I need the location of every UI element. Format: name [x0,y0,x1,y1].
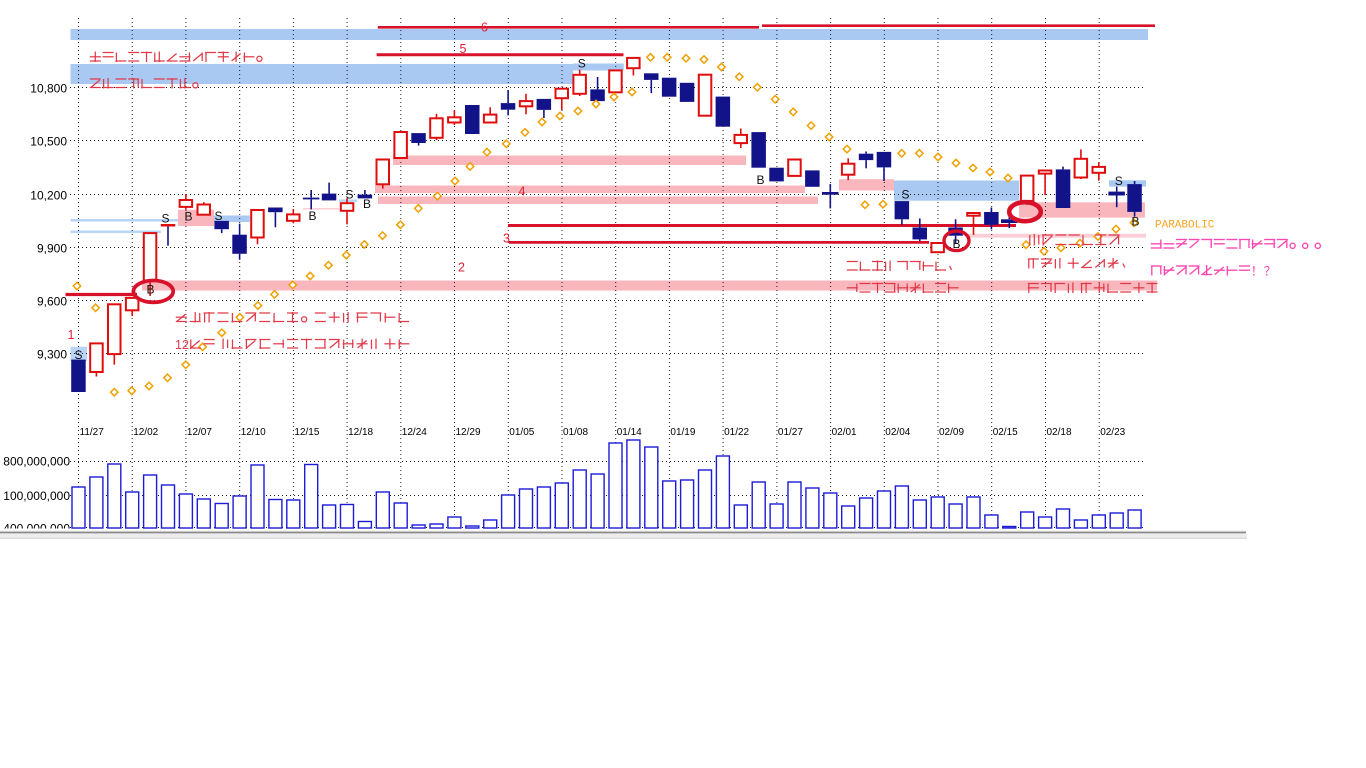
svg-text:11/27: 11/27 [80,427,105,438]
svg-text:800,000,000: 800,000,000 [3,455,70,469]
svg-text:B: B [309,209,317,223]
svg-text:B: B [185,210,193,224]
svg-text:6: 6 [481,21,488,35]
svg-text:B: B [147,283,155,297]
svg-text:01/19: 01/19 [670,427,695,438]
svg-text:01/22: 01/22 [724,427,749,438]
svg-text:2: 2 [182,338,189,352]
svg-text:B: B [757,173,765,187]
svg-text:2: 2 [458,261,465,275]
svg-text:02/04: 02/04 [885,427,910,438]
svg-text:？: ？ [1264,265,1277,279]
svg-text:12/18: 12/18 [348,427,373,438]
svg-text:9,900: 9,900 [37,242,67,256]
svg-text:100,000,000: 100,000,000 [3,489,70,503]
svg-text:12/24: 12/24 [402,427,427,438]
svg-text:S: S [578,57,586,71]
svg-text:S: S [902,188,910,202]
svg-text:B: B [953,237,961,251]
svg-text:02/23: 02/23 [1100,427,1125,438]
svg-text:S: S [75,348,83,362]
svg-text:9,600: 9,600 [37,295,67,309]
svg-text:S: S [162,212,170,226]
svg-text:S: S [346,188,354,202]
svg-text:12/29: 12/29 [456,427,481,438]
svg-text:B: B [363,197,371,211]
svg-text:12/02: 12/02 [133,427,158,438]
svg-text:4: 4 [519,185,526,199]
svg-text:02/01: 02/01 [832,427,857,438]
svg-text:01/08: 01/08 [563,427,588,438]
svg-text:10,500: 10,500 [30,135,67,149]
svg-text:02/15: 02/15 [993,427,1018,438]
svg-text:3: 3 [503,232,510,246]
svg-text:02/09: 02/09 [939,427,964,438]
svg-text:S: S [215,209,223,223]
svg-text:01/27: 01/27 [778,427,803,438]
svg-text:10,800: 10,800 [30,82,67,96]
svg-text:400,000,000: 400,000,000 [3,522,70,536]
svg-text:！: ！ [1251,265,1264,279]
svg-text:PARABOLIC: PARABOLIC [1155,220,1215,232]
svg-text:10,200: 10,200 [30,189,67,203]
svg-text:12/15: 12/15 [294,427,319,438]
svg-text:B: B [1132,215,1140,229]
svg-text:5: 5 [460,42,467,56]
svg-text:9,300: 9,300 [37,348,67,362]
svg-text:01/14: 01/14 [617,427,642,438]
svg-text:S: S [1115,174,1123,188]
svg-text:02/18: 02/18 [1047,427,1072,438]
svg-text:1: 1 [175,338,182,352]
svg-text:01/05: 01/05 [509,427,534,438]
svg-text:12/10: 12/10 [241,427,266,438]
svg-text:1: 1 [68,328,75,342]
svg-text:12/07: 12/07 [187,427,212,438]
